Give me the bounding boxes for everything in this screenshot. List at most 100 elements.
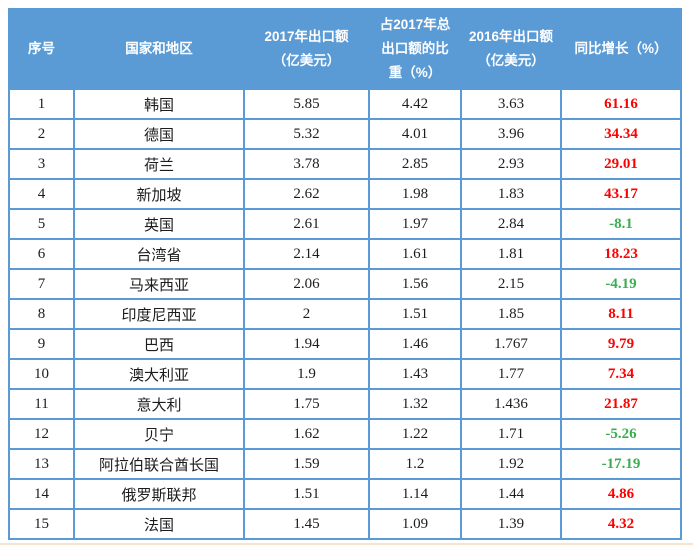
cell-export2016: 1.71 [460, 418, 562, 450]
column-header-index: 序号 [8, 8, 75, 90]
cell-country: 德国 [73, 118, 245, 150]
cell-index: 3 [8, 148, 75, 180]
cell-growth: 4.86 [560, 478, 682, 510]
cell-index: 6 [8, 238, 75, 270]
cell-country: 荷兰 [73, 148, 245, 180]
cell-growth: 21.87 [560, 388, 682, 420]
cell-growth: 61.16 [560, 88, 682, 120]
cell-export2016: 2.84 [460, 208, 562, 240]
cell-export2016: 1.77 [460, 358, 562, 390]
table-row: 5 英国 2.61 1.97 2.84 -8.1 [8, 208, 682, 240]
table-row: 11 意大利 1.75 1.32 1.436 21.87 [8, 388, 682, 420]
cell-index: 12 [8, 418, 75, 450]
column-header-export2016: 2016年出口额 （亿美元） [460, 8, 562, 90]
cell-country: 新加坡 [73, 178, 245, 210]
table-row: 13 阿拉伯联合酋长国 1.59 1.2 1.92 -17.19 [8, 448, 682, 480]
cell-growth: 43.17 [560, 178, 682, 210]
cell-country: 韩国 [73, 88, 245, 120]
cell-share2017: 4.42 [368, 88, 462, 120]
cell-growth: 34.34 [560, 118, 682, 150]
cell-index: 7 [8, 268, 75, 300]
cell-share2017: 1.2 [368, 448, 462, 480]
cell-index: 15 [8, 508, 75, 540]
cell-export2017: 2.06 [243, 268, 370, 300]
cell-country: 台湾省 [73, 238, 245, 270]
cell-share2017: 2.85 [368, 148, 462, 180]
table-row: 8 印度尼西亚 2 1.51 1.85 8.11 [8, 298, 682, 330]
cell-export2016: 3.63 [460, 88, 562, 120]
cell-index: 1 [8, 88, 75, 120]
cell-export2016: 1.85 [460, 298, 562, 330]
cell-share2017: 1.43 [368, 358, 462, 390]
table-row: 4 新加坡 2.62 1.98 1.83 43.17 [8, 178, 682, 210]
table-row: 9 巴西 1.94 1.46 1.767 9.79 [8, 328, 682, 360]
cell-share2017: 1.46 [368, 328, 462, 360]
column-header-share2017: 占2017年总 出口额的比 重（%） [368, 8, 462, 90]
table-row: 14 俄罗斯联邦 1.51 1.14 1.44 4.86 [8, 478, 682, 510]
cell-share2017: 1.51 [368, 298, 462, 330]
table-row: 7 马来西亚 2.06 1.56 2.15 -4.19 [8, 268, 682, 300]
cell-export2017: 1.51 [243, 478, 370, 510]
cell-country: 阿拉伯联合酋长国 [73, 448, 245, 480]
cell-share2017: 1.61 [368, 238, 462, 270]
cell-country: 英国 [73, 208, 245, 240]
export-table: 序号 国家和地区 2017年出口额 （亿美元） 占2017年总 出口额的比 重（%） 2… [8, 8, 682, 540]
cell-export2016: 1.81 [460, 238, 562, 270]
cell-country: 意大利 [73, 388, 245, 420]
cell-index: 5 [8, 208, 75, 240]
cell-index: 4 [8, 178, 75, 210]
cell-export2016: 1.92 [460, 448, 562, 480]
cell-export2017: 1.94 [243, 328, 370, 360]
cell-country: 法国 [73, 508, 245, 540]
cell-index: 8 [8, 298, 75, 330]
cell-country: 贝宁 [73, 418, 245, 450]
cell-export2017: 1.9 [243, 358, 370, 390]
cell-share2017: 4.01 [368, 118, 462, 150]
cell-growth: -8.1 [560, 208, 682, 240]
cell-export2017: 1.59 [243, 448, 370, 480]
cell-share2017: 1.97 [368, 208, 462, 240]
cell-export2016: 3.96 [460, 118, 562, 150]
cell-export2016: 1.83 [460, 178, 562, 210]
cell-index: 2 [8, 118, 75, 150]
cell-export2017: 2.62 [243, 178, 370, 210]
cell-growth: -17.19 [560, 448, 682, 480]
table-row: 10 澳大利亚 1.9 1.43 1.77 7.34 [8, 358, 682, 390]
cell-export2017: 2.61 [243, 208, 370, 240]
cell-country: 澳大利亚 [73, 358, 245, 390]
cell-index: 11 [8, 388, 75, 420]
cell-export2017: 5.32 [243, 118, 370, 150]
cell-export2017: 1.75 [243, 388, 370, 420]
table-header-row: 序号 国家和地区 2017年出口额 （亿美元） 占2017年总 出口额的比 重（%） 2… [8, 8, 682, 90]
cell-export2016: 1.767 [460, 328, 562, 360]
cell-index: 9 [8, 328, 75, 360]
cell-export2017: 2.14 [243, 238, 370, 270]
cell-export2016: 2.93 [460, 148, 562, 180]
cell-country: 巴西 [73, 328, 245, 360]
cropped-edge-artifact [0, 543, 693, 545]
cell-country: 印度尼西亚 [73, 298, 245, 330]
cell-share2017: 1.98 [368, 178, 462, 210]
cell-share2017: 1.32 [368, 388, 462, 420]
table-body: 1 韩国 5.85 4.42 3.63 61.16 2 德国 5.32 4.01 3.96 34.34… [8, 88, 682, 540]
cell-growth: 29.01 [560, 148, 682, 180]
table-row: 2 德国 5.32 4.01 3.96 34.34 [8, 118, 682, 150]
cell-export2016: 2.15 [460, 268, 562, 300]
cell-index: 14 [8, 478, 75, 510]
cell-growth: 8.11 [560, 298, 682, 330]
cell-share2017: 1.56 [368, 268, 462, 300]
cell-share2017: 1.14 [368, 478, 462, 510]
cell-growth: -4.19 [560, 268, 682, 300]
column-header-country: 国家和地区 [73, 8, 245, 90]
table-row: 1 韩国 5.85 4.42 3.63 61.16 [8, 88, 682, 120]
column-header-growth: 同比增长（%） [560, 8, 682, 90]
cell-export2017: 1.62 [243, 418, 370, 450]
cell-country: 俄罗斯联邦 [73, 478, 245, 510]
cell-index: 10 [8, 358, 75, 390]
cell-share2017: 1.09 [368, 508, 462, 540]
export-table-container: 序号 国家和地区 2017年出口额 （亿美元） 占2017年总 出口额的比 重（%） 2… [8, 8, 682, 540]
table-row: 3 荷兰 3.78 2.85 2.93 29.01 [8, 148, 682, 180]
cell-growth: -5.26 [560, 418, 682, 450]
table-row: 6 台湾省 2.14 1.61 1.81 18.23 [8, 238, 682, 270]
table-row: 15 法国 1.45 1.09 1.39 4.32 [8, 508, 682, 540]
